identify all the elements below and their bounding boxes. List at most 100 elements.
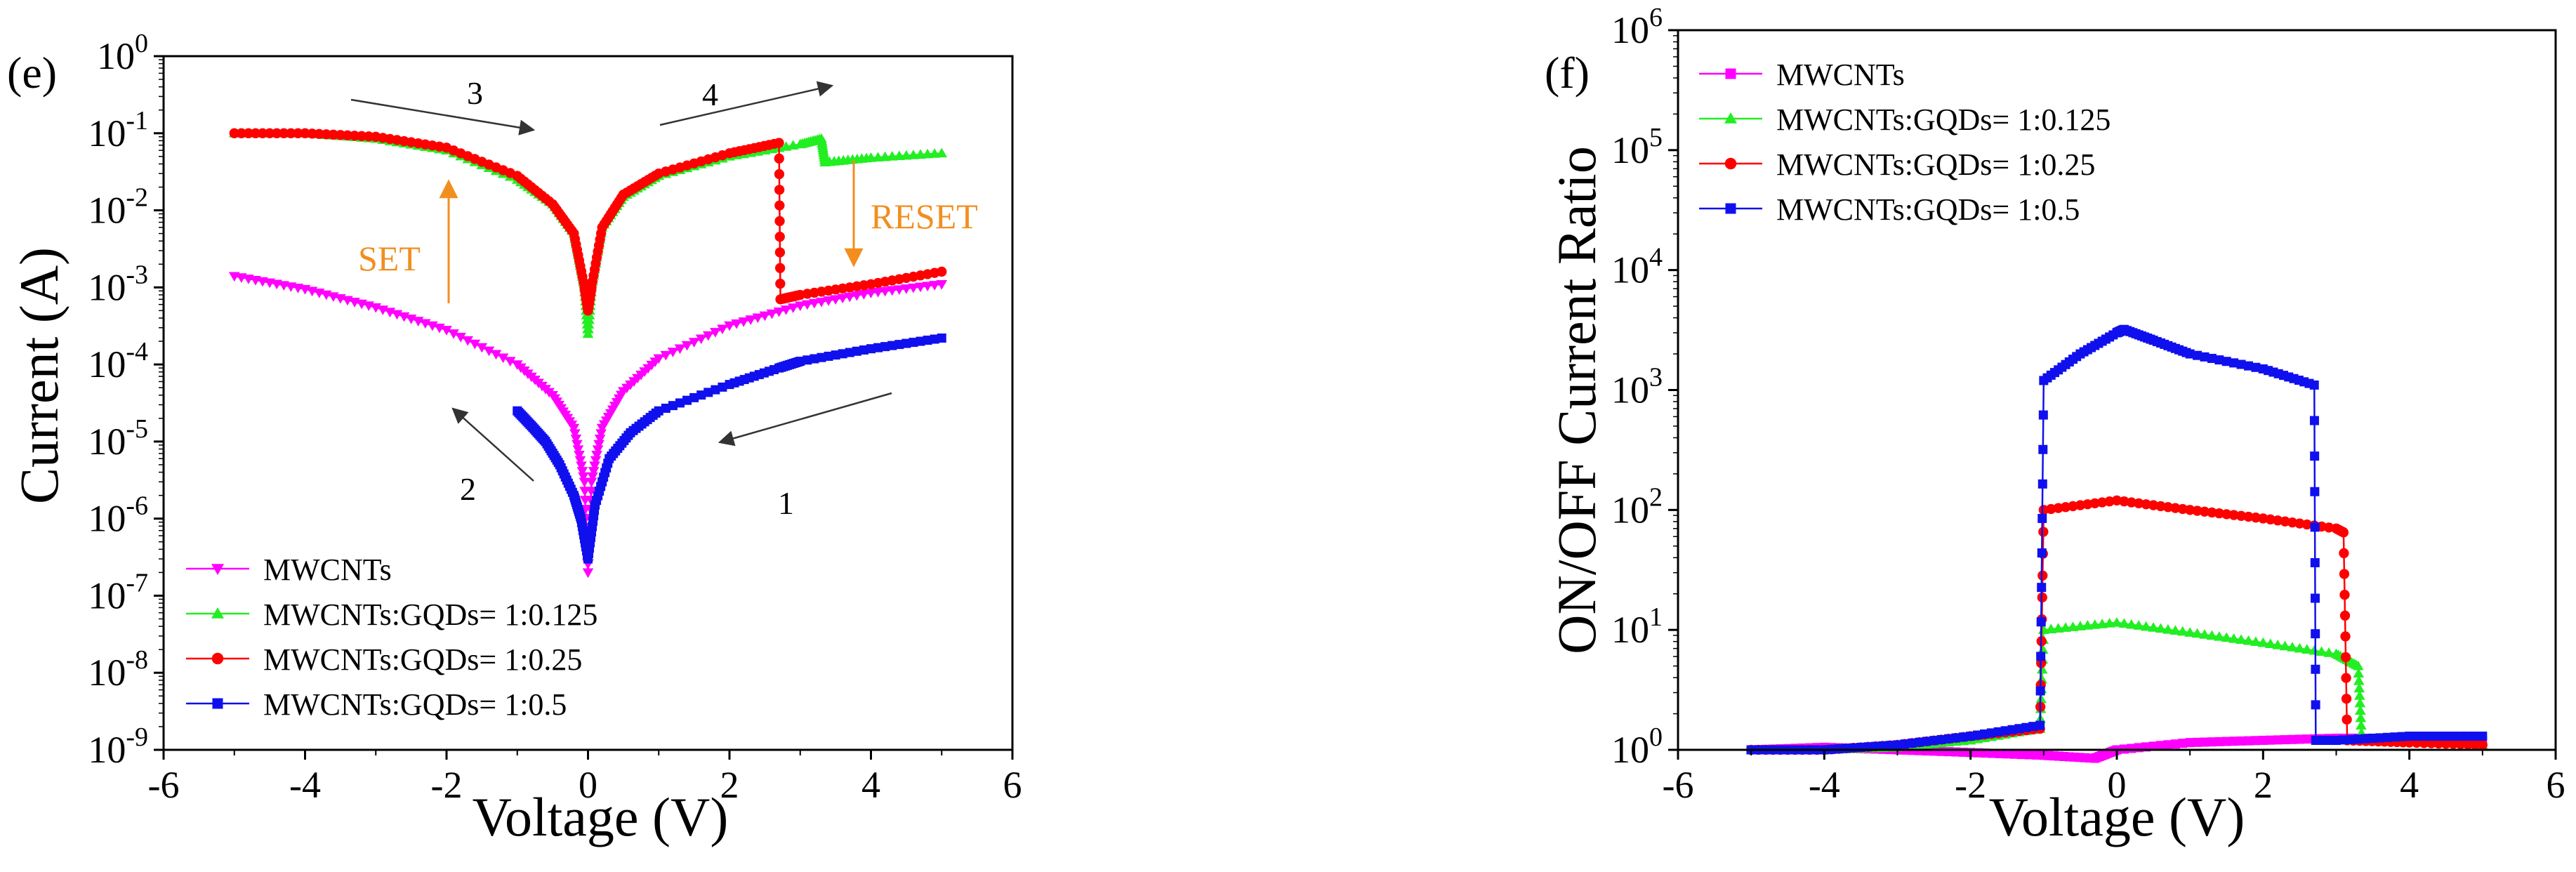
data-point [2311, 629, 2320, 638]
data-point [2037, 583, 2046, 592]
data-point [774, 216, 784, 226]
data-point [774, 200, 784, 210]
data-point [775, 263, 785, 273]
y-tick-label: 100 [97, 29, 148, 77]
legend-label: MWCNTs [263, 553, 392, 587]
data-point [775, 247, 785, 257]
figure-canvas: -6 -4 -2 0 2 4 6 10010-110-210-310-410-510-610… [0, 0, 2576, 872]
data-point [936, 147, 947, 157]
panel-e-label: (e) [7, 48, 57, 98]
legend-label: MWCNTs:GQDs= 1:0.25 [1776, 147, 2095, 182]
data-point [2037, 571, 2047, 581]
x-tick-label: -6 [148, 764, 180, 806]
data-point [2311, 665, 2320, 674]
data-point [2341, 715, 2351, 725]
legend-item-mwcnts: MWCNTs [186, 553, 392, 587]
data-point [774, 185, 784, 194]
panel-e-y-ticks: 10010-110-210-310-410-510-610-710-810-9 [88, 29, 164, 771]
data-point [2339, 590, 2349, 600]
panel-e-legend: MWCNTs MWCNTs:GQDs= 1:0.125 MWCNTs:GQDs= 1… [186, 553, 597, 722]
y-tick-label: 10-4 [88, 337, 148, 385]
data-point [2037, 617, 2046, 626]
legend-marker [1725, 158, 1737, 170]
series-line-mwcnts-gqds-1-0-125 [1751, 623, 2483, 750]
data-point [2341, 673, 2351, 682]
x-tick-label: 4 [861, 764, 880, 806]
legend-item-mwcnts-gqds-1-0-25: MWCNTs:GQDs= 1:0.25 [186, 642, 582, 677]
data-point [2035, 721, 2045, 730]
sweep-4-arrow [660, 86, 832, 125]
panel-f-x-axis-title: Voltage (V) [1989, 786, 2245, 847]
set-label: SET [358, 239, 421, 278]
legend-item-mwcnts-gqds-1-0-125: MWCNTs:GQDs= 1:0.125 [186, 597, 597, 632]
panel-f-plot-frame [1678, 30, 2556, 750]
y-tick-label: 10-9 [88, 722, 148, 771]
panel-f-on-off-ratio: -6 -4 -2 0 2 4 6 100101102103104105106 (f) Vol… [1545, 3, 2565, 847]
data-point [2340, 611, 2350, 621]
legend-marker [1726, 204, 1736, 214]
data-point [937, 333, 946, 343]
legend-item-mwcnts-gqds-1-0-25: MWCNTs:GQDs= 1:0.25 [1699, 147, 2095, 182]
y-tick-label: 100 [1611, 722, 1663, 771]
data-point [2036, 652, 2045, 661]
data-point [2310, 381, 2319, 390]
data-point [2037, 548, 2047, 557]
panel-f-y-axis-title: ON/OFF Current Ratio [1546, 146, 1607, 654]
data-point [2310, 487, 2319, 496]
data-point [775, 232, 785, 242]
data-point [2039, 411, 2048, 420]
data-point [2037, 514, 2047, 523]
reset-label: RESET [871, 197, 978, 236]
legend-marker [213, 699, 223, 709]
sweep-3-arrow [351, 100, 534, 130]
data-point [2478, 732, 2487, 741]
x-tick-label: 6 [1003, 764, 1022, 806]
x-tick-label: -2 [1955, 764, 1986, 806]
data-point [2038, 445, 2047, 454]
data-point [2311, 594, 2320, 603]
data-point [2478, 740, 2488, 750]
data-point [2310, 416, 2319, 425]
sweep-2-label: 2 [460, 471, 476, 507]
data-point [2340, 631, 2350, 641]
y-tick-label: 105 [1611, 123, 1663, 171]
data-point [774, 154, 784, 164]
panel-f-series-layer [1745, 325, 2488, 763]
data-point [2036, 687, 2045, 696]
y-tick-label: 103 [1611, 363, 1663, 411]
sweep-4-label: 4 [702, 77, 718, 112]
legend-label: MWCNTs:GQDs= 1:0.5 [263, 687, 567, 722]
y-tick-label: 101 [1611, 602, 1663, 651]
data-point [2038, 527, 2048, 536]
sweep-1-label: 1 [778, 485, 794, 521]
legend-item-mwcnts-gqds-1-0-5: MWCNTs:GQDs= 1:0.5 [186, 687, 567, 722]
legend-item-mwcnts-gqds-1-0-5: MWCNTs:GQDs= 1:0.5 [1699, 192, 2080, 227]
x-tick-label: -4 [289, 764, 321, 806]
legend-label: MWCNTs:GQDs= 1:0.25 [263, 642, 582, 677]
data-point [2311, 522, 2320, 531]
sweep-3-label: 3 [467, 75, 483, 111]
y-tick-label: 10-6 [88, 491, 148, 540]
y-tick-label: 10-5 [88, 414, 148, 463]
legend-label: MWCNTs:GQDs= 1:0.125 [263, 597, 597, 632]
data-point [2341, 652, 2351, 662]
x-tick-label: -4 [1809, 764, 1840, 806]
x-tick-label: -2 [431, 764, 463, 806]
data-point [774, 138, 784, 147]
sweep-1-arrow [720, 393, 892, 442]
data-point [937, 267, 946, 277]
data-point [2038, 480, 2047, 489]
legend-marker [212, 653, 224, 665]
series-mwcnts-gqds-1-0-5 [1747, 325, 2488, 755]
y-tick-label: 10-3 [88, 260, 148, 308]
legend-label: MWCNTs:GQDs= 1:0.5 [1776, 192, 2080, 227]
y-tick-label: 104 [1611, 243, 1663, 291]
y-tick-label: 10-7 [88, 568, 148, 616]
x-tick-label: -6 [1663, 764, 1694, 806]
panel-f-y-ticks: 100101102103104105106 [1611, 3, 1678, 771]
panel-e-current-voltage: -6 -4 -2 0 2 4 6 10010-110-210-310-410-510-610… [7, 29, 1022, 847]
y-tick-label: 10-1 [88, 106, 148, 154]
data-point [2339, 548, 2349, 558]
y-tick-label: 102 [1611, 482, 1663, 531]
x-tick-label: 6 [2547, 764, 2565, 806]
